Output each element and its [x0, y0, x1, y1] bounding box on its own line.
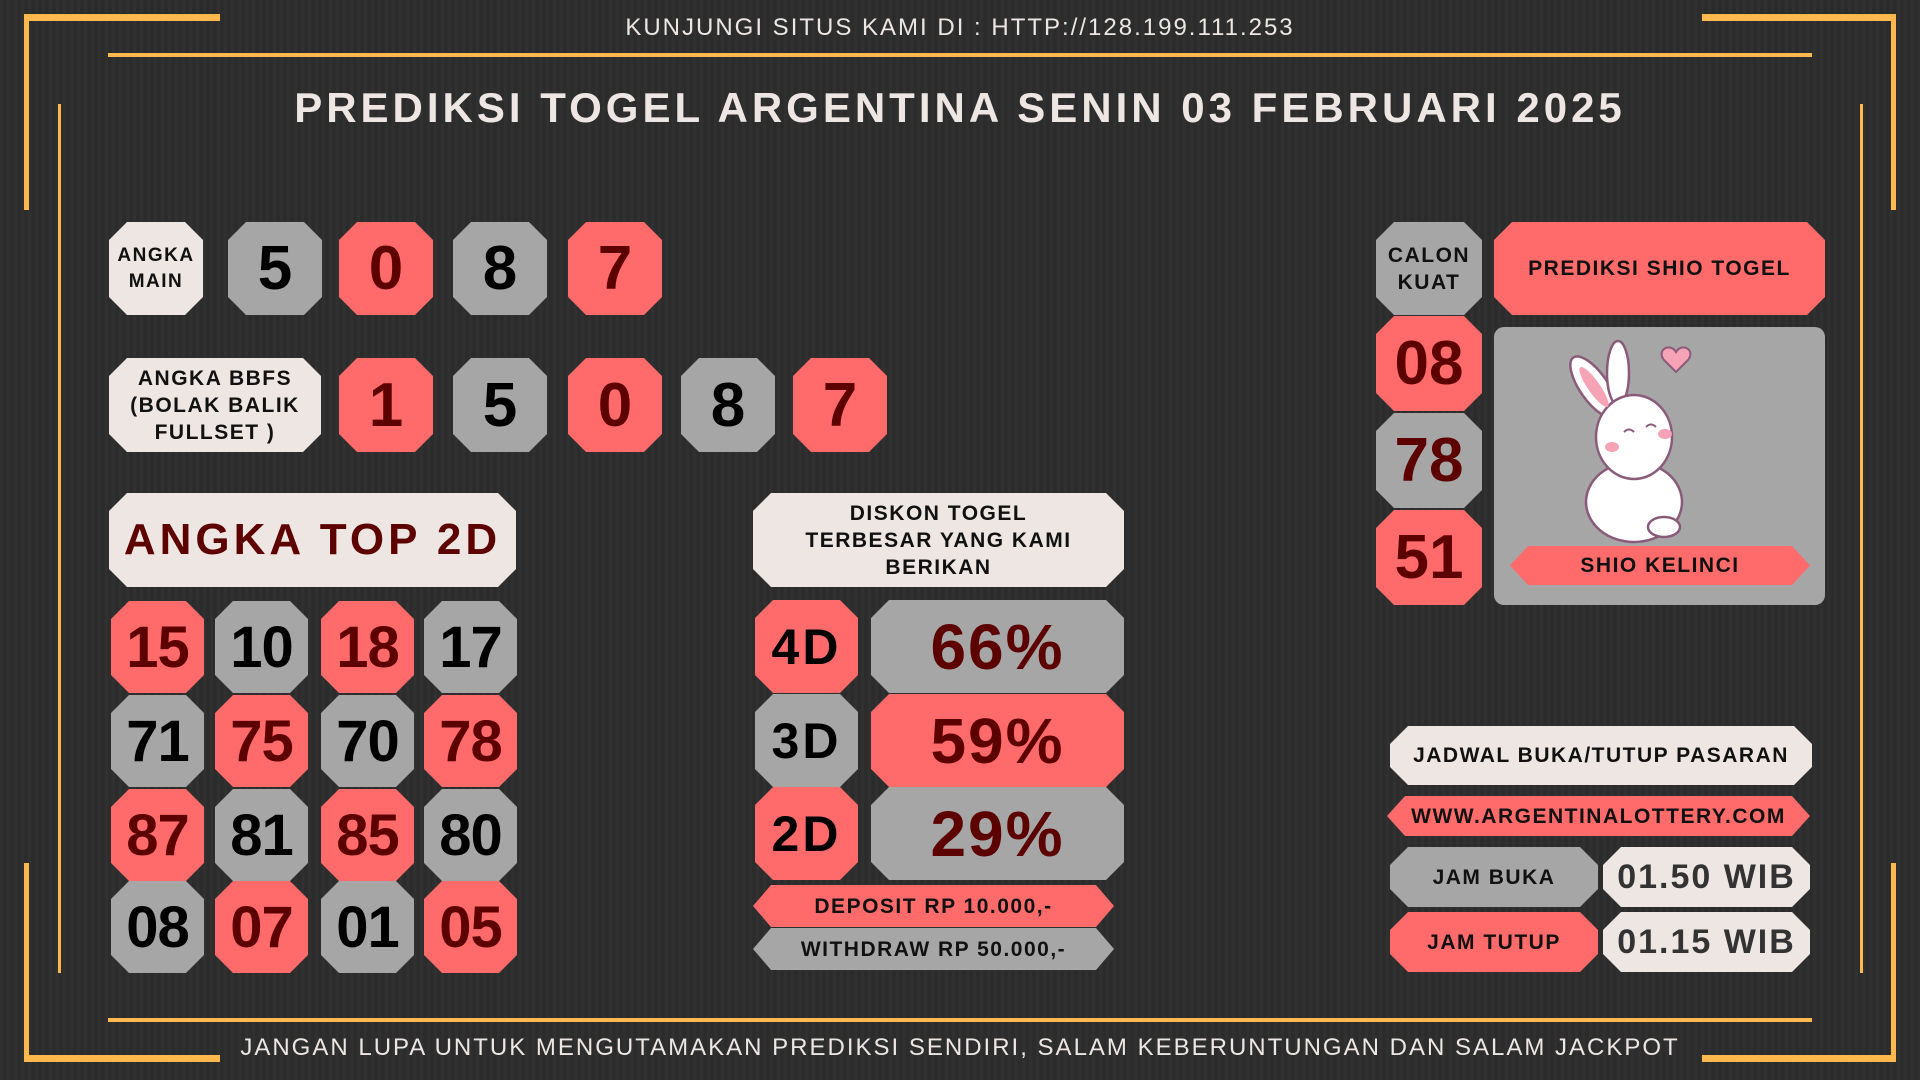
shio-title-text: PREDIKSI SHIO TOGEL: [1528, 257, 1791, 280]
top-2d-number: 07: [215, 881, 308, 973]
angka-main-number: 7: [568, 222, 662, 315]
angka-main-label: ANGKA MAIN: [109, 222, 203, 315]
top-2d-number: 10: [215, 601, 308, 693]
angka-main-number: 8: [453, 222, 547, 315]
rabbit-illustration-icon: [1569, 339, 1692, 544]
top-2d-number: 81: [215, 789, 308, 881]
top-2d-number: 08: [111, 881, 204, 973]
top-2d-number: 71: [111, 695, 204, 787]
top-2d-number: 75: [215, 695, 308, 787]
angka-bbfs-label: ANGKA BBFS (BOLAK BALIK FULLSET ): [109, 358, 321, 452]
diskon-title-text: DISKON TOGEL TERBESAR YANG KAMI BERIKAN: [805, 501, 1072, 579]
angka-main-number: 5: [228, 222, 322, 315]
top-2d-number: 18: [321, 601, 414, 693]
jam-buka-label: JAM BUKA: [1390, 847, 1598, 907]
angka-bbfs-number: 5: [453, 358, 547, 452]
frame-corner-bl-v: [24, 863, 29, 1062]
angka-main-number: 0: [339, 222, 433, 315]
diskon-percent: 29%: [871, 787, 1124, 880]
top-2d-number: 01: [321, 881, 414, 973]
diskon-percent: 66%: [871, 600, 1124, 693]
visit-site-text: KUNJUNGI SITUS KAMI DI : HTTP://128.199.…: [625, 14, 1295, 41]
jam-buka-label-text: JAM BUKA: [1432, 865, 1556, 889]
frame-corner-tr-h: [1702, 14, 1896, 21]
top-2d-number: 87: [111, 789, 204, 881]
top-2d-number: 80: [424, 789, 517, 881]
frame-corner-bl-h: [24, 1055, 220, 1062]
calon-kuat-number: 08: [1376, 316, 1482, 411]
calon-kuat-number: 51: [1376, 510, 1482, 605]
top-divider: [108, 53, 1812, 57]
shio-title: PREDIKSI SHIO TOGEL: [1494, 222, 1825, 315]
diskon-title: DISKON TOGEL TERBESAR YANG KAMI BERIKAN: [753, 493, 1124, 587]
calon-kuat-number: 78: [1376, 413, 1482, 508]
calon-kuat-value: 78: [1394, 426, 1464, 495]
page-title: PREDIKSI TOGEL ARGENTINA SENIN 03 FEBRUA…: [294, 84, 1626, 131]
frame-corner-tl-h: [24, 14, 220, 21]
calon-kuat-label: CALON KUAT: [1376, 222, 1482, 315]
shio-panel: [1494, 327, 1825, 605]
website-link[interactable]: WWW.ARGENTINALOTTERY.COM: [1387, 796, 1810, 836]
top-2d-number: 05: [424, 881, 517, 973]
withdraw-text: WITHDRAW RP 50.000,-: [800, 937, 1067, 961]
frame-corner-br-v: [1891, 863, 1896, 1062]
deposit-text: DEPOSIT RP 10.000,-: [814, 894, 1053, 918]
jam-tutup-label: JAM TUTUP: [1390, 912, 1598, 972]
shio-name-text: SHIO KELINCI: [1580, 554, 1740, 577]
jadwal-title-text: JADWAL BUKA/TUTUP PASARAN: [1413, 744, 1789, 767]
top-2d-number: 85: [321, 789, 414, 881]
withdraw-info: WITHDRAW RP 50.000,-: [753, 928, 1114, 970]
diskon-percent: 59%: [871, 694, 1124, 787]
top-2d-number: 17: [424, 601, 517, 693]
frame-corner-tr-v: [1891, 14, 1896, 210]
jadwal-title: JADWAL BUKA/TUTUP PASARAN: [1390, 726, 1812, 785]
deposit-info: DEPOSIT RP 10.000,-: [753, 885, 1114, 927]
top-2d-number: 70: [321, 695, 414, 787]
calon-kuat-value: 08: [1394, 329, 1464, 398]
angka-bbfs-label-text: ANGKA BBFS (BOLAK BALIK FULLSET ): [130, 366, 300, 444]
footer-text: JANGAN LUPA UNTUK MENGUTAMAKAN PREDIKSI …: [240, 1034, 1680, 1061]
angka-bbfs-number: 7: [793, 358, 887, 452]
frame-inner-right: [1860, 104, 1863, 973]
jam-buka-value: 01.50 WIB: [1603, 847, 1810, 907]
frame-inner-left: [58, 104, 61, 973]
diskon-type-label: 2D: [755, 787, 858, 880]
shio-name-banner: SHIO KELINCI: [1510, 546, 1810, 585]
top-2d-number: 15: [111, 601, 204, 693]
jam-tutup-label-text: JAM TUTUP: [1427, 930, 1561, 954]
angka-bbfs-number: 8: [681, 358, 775, 452]
diskon-type-label: 4D: [755, 600, 858, 693]
angka-bbfs-number: 1: [339, 358, 433, 452]
jam-tutup-value: 01.15 WIB: [1603, 912, 1810, 972]
angka-main-label-text: ANGKA MAIN: [117, 244, 195, 292]
top-2d-title: ANGKA TOP 2D: [109, 493, 516, 587]
website-link-text[interactable]: WWW.ARGENTINALOTTERY.COM: [1411, 804, 1786, 828]
bottom-divider: [108, 1018, 1812, 1022]
angka-bbfs-number: 0: [568, 358, 662, 452]
diskon-type-label: 3D: [755, 694, 858, 787]
frame-corner-br-h: [1702, 1055, 1896, 1062]
top-2d-number: 78: [424, 695, 517, 787]
jam-tutup-value-text: 01.15 WIB: [1617, 922, 1796, 961]
jam-buka-value-text: 01.50 WIB: [1617, 857, 1796, 896]
calon-kuat-label-text: CALON KUAT: [1387, 243, 1471, 294]
calon-kuat-value: 51: [1394, 523, 1464, 592]
top-2d-title-text: ANGKA TOP 2D: [123, 515, 502, 564]
frame-corner-tl-v: [24, 14, 29, 210]
